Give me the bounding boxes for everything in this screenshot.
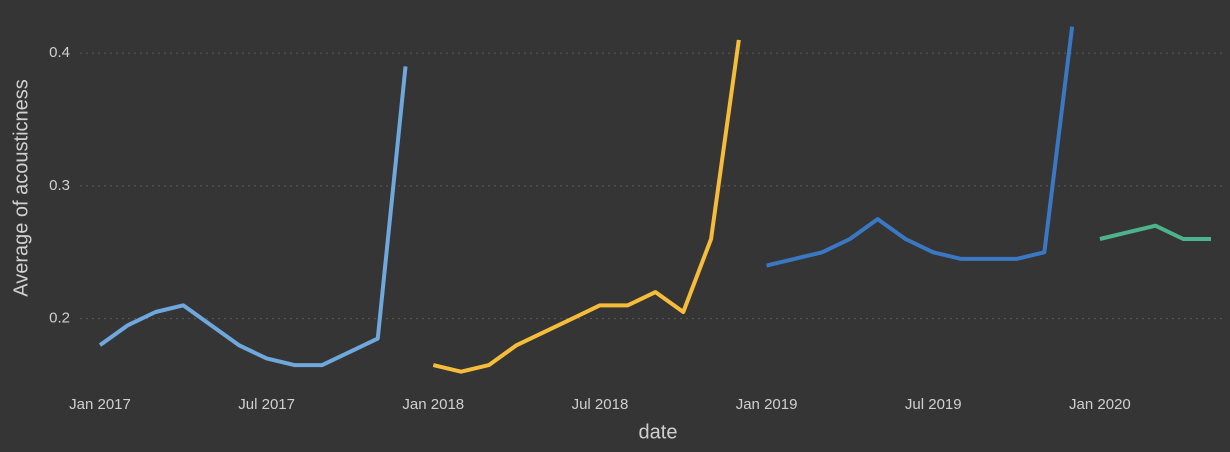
y-tick-label: 0.4 xyxy=(49,44,70,61)
y-tick-label: 0.3 xyxy=(49,177,70,194)
x-tick-label: Jul 2017 xyxy=(238,396,295,413)
line-series xyxy=(766,26,1075,268)
line-series xyxy=(1099,223,1211,241)
x-tick-label: Jan 2018 xyxy=(402,396,464,413)
x-tick-label: Jan 2017 xyxy=(69,396,131,413)
x-tick-label: Jul 2018 xyxy=(572,396,629,413)
x-tick-label: Jul 2019 xyxy=(905,396,962,413)
line-series xyxy=(98,66,408,368)
line-series xyxy=(432,39,741,374)
y-axis-label: Average of acousticness xyxy=(10,79,32,297)
y-tick-label: 0.2 xyxy=(49,310,70,327)
x-axis-label: date xyxy=(639,421,678,443)
x-tick-label: Jan 2019 xyxy=(736,396,798,413)
x-tick-label: Jan 2020 xyxy=(1069,396,1131,413)
